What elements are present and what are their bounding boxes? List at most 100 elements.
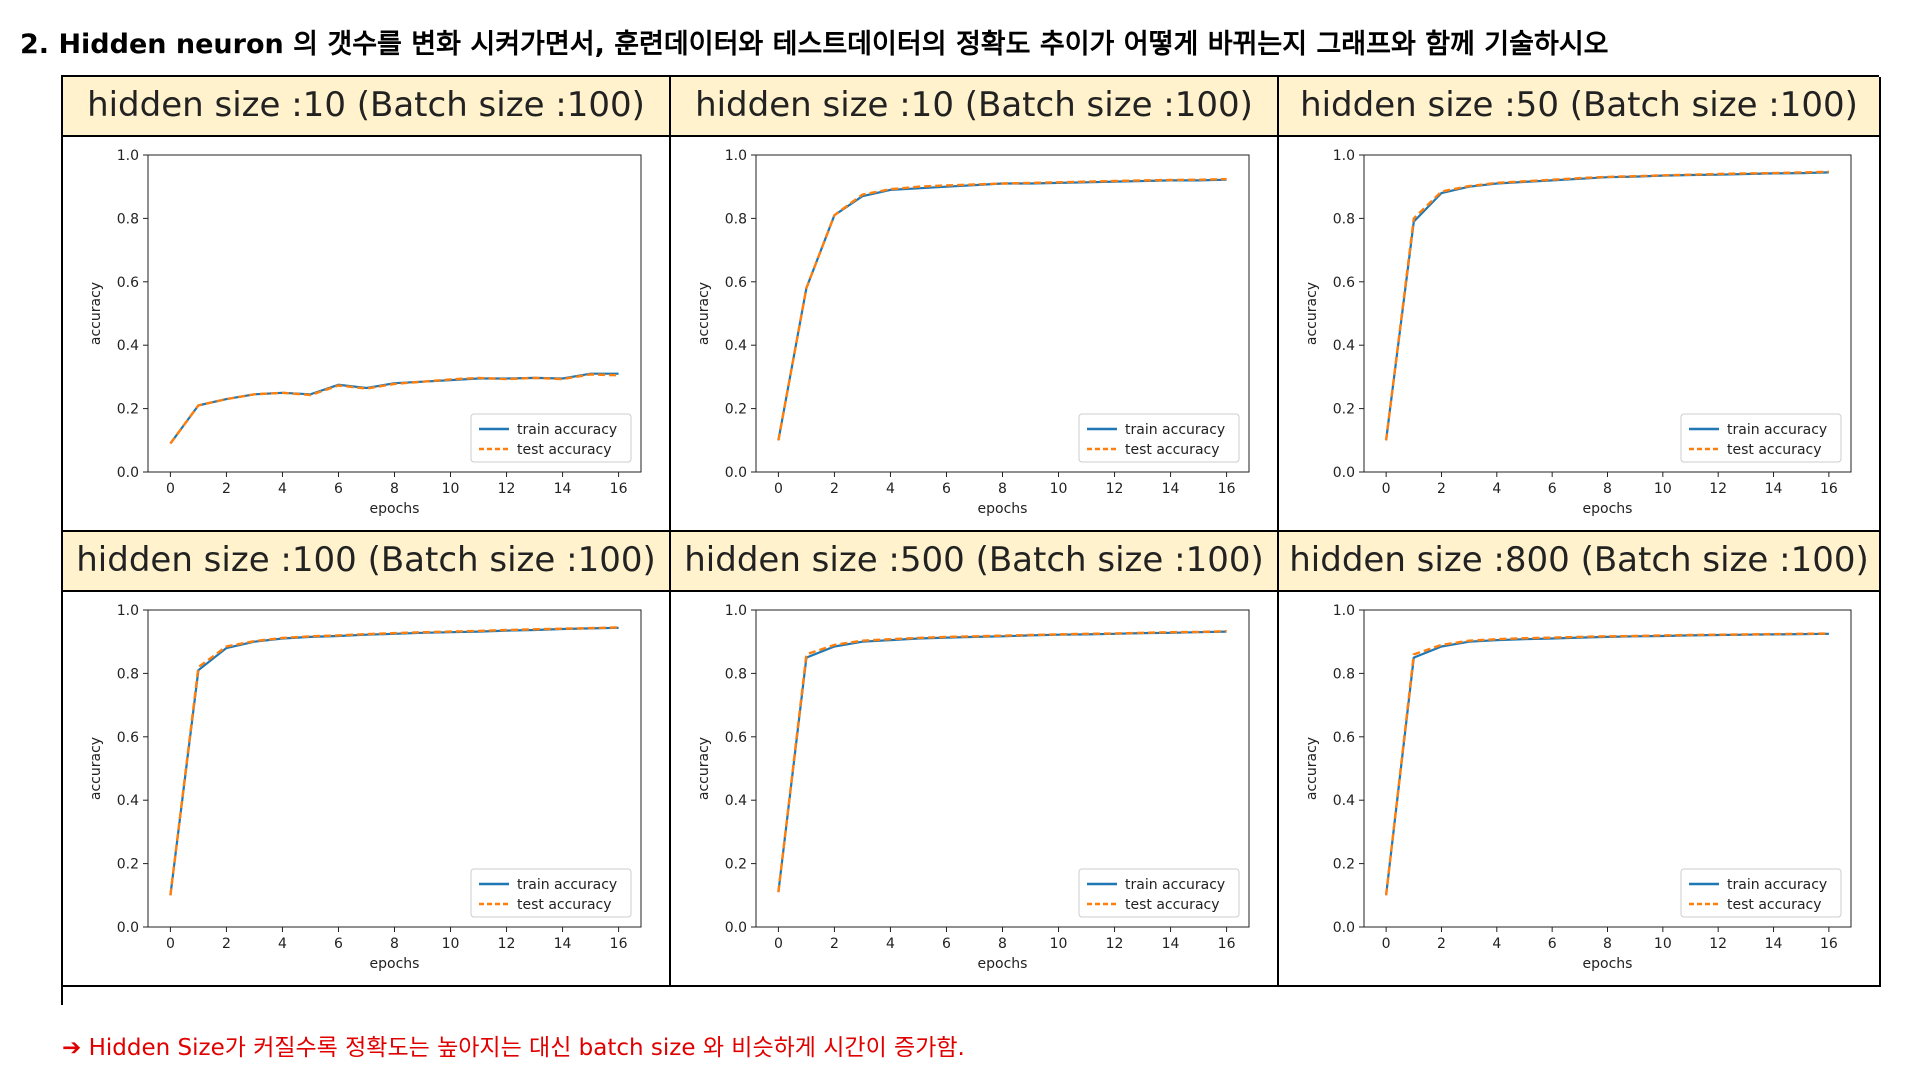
y-tick-label: 1.0: [725, 148, 747, 164]
x-axis-label: epochs: [978, 501, 1028, 517]
legend-label-train: train accuracy: [1727, 422, 1827, 438]
x-tick-label: 16: [1218, 481, 1236, 497]
x-tick-label: 10: [1050, 481, 1068, 497]
legend-label-test: test accuracy: [517, 897, 612, 913]
y-tick-label: 0.2: [1333, 402, 1355, 418]
page-heading: 2. Hidden neuron 의 갯수를 변화 시켜가면서, 훈련데이터와 …: [20, 29, 1609, 60]
x-tick-label: 4: [886, 481, 895, 497]
conclusion-note: ➔ Hidden Size가 커질수록 정확도는 높아지는 대신 batch s…: [62, 1035, 965, 1061]
x-tick-label: 10: [1654, 481, 1672, 497]
y-tick-label: 0.8: [117, 666, 139, 682]
legend-label-test: test accuracy: [1125, 897, 1220, 913]
x-tick-label: 6: [334, 936, 343, 952]
x-tick-label: 2: [222, 936, 231, 952]
x-tick-label: 12: [1709, 936, 1727, 952]
x-tick-label: 6: [942, 481, 951, 497]
legend-label-test: test accuracy: [1727, 442, 1822, 458]
legend-label-train: train accuracy: [1125, 422, 1225, 438]
legend-label-train: train accuracy: [1125, 877, 1225, 893]
x-tick-label: 8: [998, 481, 1007, 497]
y-tick-label: 0.2: [117, 402, 139, 418]
x-tick-label: 6: [942, 936, 951, 952]
y-axis-label: accuracy: [1304, 737, 1320, 800]
y-axis-label: accuracy: [88, 282, 104, 345]
x-tick-label: 0: [166, 936, 175, 952]
chart-title-0: hidden size :10 (Batch size :100): [63, 77, 671, 137]
y-tick-label: 0.8: [725, 666, 747, 682]
legend-box: [1680, 868, 1842, 918]
x-tick-label: 6: [334, 481, 343, 497]
series-line-test: [777, 177, 1227, 441]
x-tick-label: 0: [166, 481, 175, 497]
y-tick-label: 0.4: [117, 338, 139, 354]
x-tick-label: 6: [1548, 936, 1557, 952]
series-line-test: [1384, 632, 1829, 896]
chart-title-3: hidden size :100 (Batch size :100): [63, 532, 671, 592]
legend-box: [1680, 413, 1842, 463]
x-tick-label: 0: [774, 481, 783, 497]
y-tick-label: 0.0: [117, 465, 139, 481]
x-axis-label: epochs: [978, 956, 1028, 972]
y-tick-label: 0.8: [117, 211, 139, 227]
y-axis-label: accuracy: [696, 282, 712, 345]
x-axis-label: epochs: [370, 956, 420, 972]
x-tick-label: 8: [390, 936, 399, 952]
chart-svg-1: 0.0 0.2 0.4 0.6 0.8 1.0 0 2 4 6 8 10 12 14 16 epochs acc…: [696, 148, 1250, 517]
series-line-test: [1384, 170, 1829, 441]
chart-panel-5: 0.0 0.2 0.4 0.6 0.8 1.0 0 2 4 6 8 10 12 14 16 epochs acc…: [1279, 592, 1881, 987]
chart-panel-2: 0.0 0.2 0.4 0.6 0.8 1.0 0 2 4 6 8 10 12 14 16 epochs acc…: [1279, 137, 1881, 532]
y-tick-label: 1.0: [117, 148, 139, 164]
legend-label-train: train accuracy: [517, 422, 617, 438]
y-tick-label: 1.0: [1333, 603, 1355, 619]
y-axis-label: accuracy: [88, 737, 104, 800]
y-tick-label: 0.0: [117, 920, 139, 936]
legend-box: [1078, 413, 1240, 463]
chart-svg-5: 0.0 0.2 0.4 0.6 0.8 1.0 0 2 4 6 8 10 12 14 16 epochs acc…: [1304, 603, 1852, 972]
legend-box: [470, 413, 632, 463]
x-tick-label: 16: [610, 481, 628, 497]
x-tick-label: 4: [886, 936, 895, 952]
x-tick-label: 0: [1382, 481, 1391, 497]
y-tick-label: 0.8: [725, 211, 747, 227]
chart-svg-0: 0.0 0.2 0.4 0.6 0.8 1.0 0 2 4 6 8 10 12 14 16 epochs acc…: [88, 148, 642, 517]
y-tick-label: 0.2: [725, 857, 747, 873]
legend-label-train: train accuracy: [517, 877, 617, 893]
x-tick-label: 2: [1437, 481, 1446, 497]
y-tick-label: 0.4: [117, 793, 139, 809]
y-tick-label: 0.2: [725, 402, 747, 418]
x-tick-label: 12: [1106, 936, 1124, 952]
x-axis-label: epochs: [370, 501, 420, 517]
x-tick-label: 2: [830, 936, 839, 952]
chart-panel-4: 0.0 0.2 0.4 0.6 0.8 1.0 0 2 4 6 8 10 12 14 16 epochs acc…: [671, 592, 1279, 987]
x-tick-label: 4: [1492, 936, 1501, 952]
x-tick-label: 0: [1382, 936, 1391, 952]
x-tick-label: 8: [390, 481, 399, 497]
x-tick-label: 10: [1050, 936, 1068, 952]
y-tick-label: 1.0: [117, 603, 139, 619]
x-tick-label: 4: [278, 936, 287, 952]
y-tick-label: 0.0: [725, 920, 747, 936]
x-tick-label: 4: [278, 481, 287, 497]
series-line-test: [777, 630, 1227, 893]
y-tick-label: 0.6: [725, 730, 747, 746]
legend-label-test: test accuracy: [1727, 897, 1822, 913]
y-tick-label: 0.0: [1333, 920, 1355, 936]
x-tick-label: 14: [1162, 481, 1180, 497]
x-tick-label: 2: [1437, 936, 1446, 952]
y-tick-label: 0.6: [1333, 730, 1355, 746]
chart-grid: hidden size :10 (Batch size :100) hidden…: [61, 75, 1881, 1005]
x-axis-label: epochs: [1583, 956, 1633, 972]
x-tick-label: 2: [830, 481, 839, 497]
x-tick-label: 12: [1106, 481, 1124, 497]
chart-svg-3: 0.0 0.2 0.4 0.6 0.8 1.0 0 2 4 6 8 10 12 14 16 epochs acc…: [88, 603, 642, 972]
x-tick-label: 16: [1218, 936, 1236, 952]
y-tick-label: 0.0: [1333, 465, 1355, 481]
legend-label-test: test accuracy: [517, 442, 612, 458]
x-tick-label: 10: [442, 481, 460, 497]
y-tick-label: 1.0: [725, 603, 747, 619]
x-tick-label: 14: [1765, 936, 1783, 952]
x-tick-label: 16: [1820, 481, 1838, 497]
chart-title-1: hidden size :10 (Batch size :100): [671, 77, 1279, 137]
x-tick-label: 0: [774, 936, 783, 952]
x-tick-label: 8: [998, 936, 1007, 952]
